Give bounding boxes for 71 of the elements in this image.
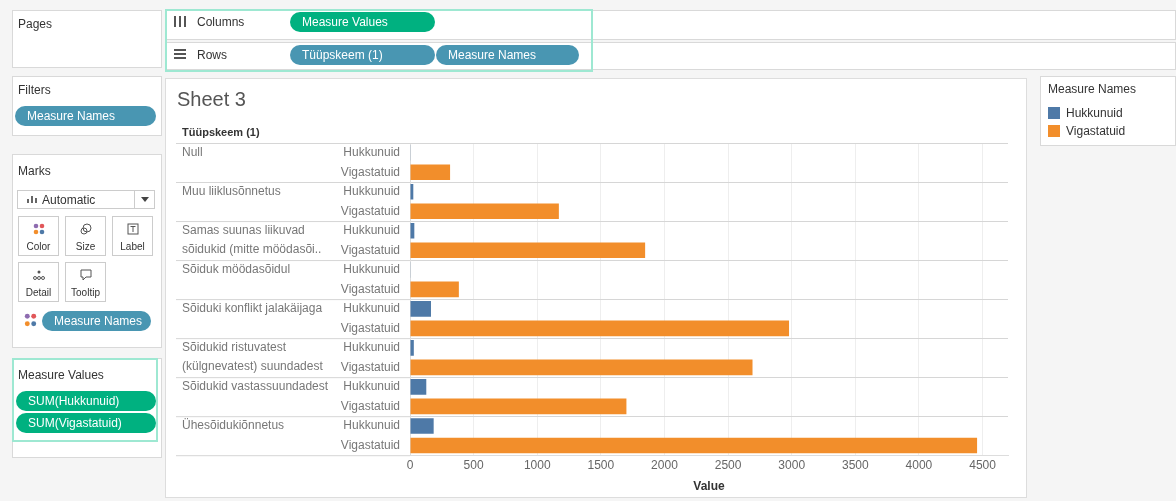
x-tick-label: 3500 — [841, 457, 869, 472]
text: Hukkunuid — [343, 145, 400, 160]
bar — [410, 437, 978, 454]
text: Hukkunuid — [343, 184, 400, 199]
text: Automatic — [42, 193, 96, 207]
text: Sheet 3 — [177, 88, 246, 111]
text: SUM(Hukkunuid) — [16, 391, 156, 411]
y-tick-label: Ühesõidukiõnnetus — [182, 418, 285, 433]
text: Vigastatuid — [340, 242, 400, 257]
text: Vigastatuid — [340, 320, 400, 335]
x-tick-label: 0 — [406, 457, 414, 472]
bar — [410, 359, 753, 376]
text: Vigastatuid — [340, 398, 400, 413]
bar — [410, 164, 451, 181]
y-tick-label: Sõiduki konflikt jalakäijaga — [182, 301, 323, 316]
text: Measure Values — [18, 368, 104, 382]
y-tick-label: Null — [182, 145, 203, 160]
text: Marks — [18, 164, 51, 178]
text: Filters — [18, 83, 51, 97]
bar — [410, 301, 431, 317]
x-tick-label: 1500 — [587, 457, 615, 472]
text: Rows — [197, 48, 228, 62]
x-tick-label: 2500 — [714, 457, 742, 472]
y-tick-label: Muu liiklusõnnetus — [182, 184, 281, 199]
text: Label — [119, 241, 146, 252]
text: Vigastatuid — [340, 203, 400, 218]
y-axis-title: Tüüpskeem (1) — [182, 126, 260, 139]
x-tick-label: 2000 — [651, 457, 679, 472]
bar — [410, 281, 459, 298]
text: Hukkunuid — [343, 301, 400, 316]
bar — [410, 242, 646, 259]
text: Detail — [24, 287, 53, 298]
text: Columns — [197, 15, 245, 29]
text: Measure Names — [436, 45, 579, 65]
text: Vigastatuid — [340, 359, 400, 374]
text: SUM(Vigastatuid) — [16, 413, 156, 433]
y-tick-label: Sõidukid vastassuundadest — [182, 379, 329, 394]
bar — [410, 418, 434, 434]
text: Hukkunuid — [343, 418, 400, 433]
text: Vigastatuid — [340, 281, 400, 296]
x-tick-label: 4500 — [969, 457, 997, 472]
text: Hukkunuid — [343, 340, 400, 355]
text: Tüüpskeem (1) — [290, 45, 435, 65]
text: Size — [74, 241, 97, 252]
x-tick-label: 3000 — [778, 457, 806, 472]
text: Hukkunuid — [343, 262, 400, 277]
y-tick-label: Samas suunas liikuvad sõidukid (mitte möödasõi.. — [182, 223, 322, 257]
y-tick-label: Sõidukid ristuvatest (külgnevatest) suundadest — [182, 340, 324, 374]
x-tick-label: 4000 — [905, 457, 933, 472]
legend-label: Hukkunuid — [1066, 106, 1123, 120]
bar — [410, 379, 427, 395]
text: Vigastatuid — [340, 164, 400, 179]
text: Tooltip — [70, 287, 101, 298]
x-tick-label: 500 — [463, 457, 484, 472]
x-axis-title: Value — [693, 479, 725, 494]
text: Hukkunuid — [343, 379, 400, 394]
y-tick-label: Sõiduk möödasõidul — [182, 262, 291, 277]
bar — [410, 340, 414, 356]
bar — [410, 398, 627, 415]
text: Measure Values — [290, 12, 435, 32]
text: Measure Names — [42, 311, 151, 331]
text: Vigastatuid — [340, 437, 400, 452]
text: Color — [25, 241, 52, 252]
legend-label: Vigastatuid — [1066, 124, 1126, 138]
text: Pages — [18, 17, 53, 31]
text: Hukkunuid — [343, 223, 400, 238]
legend-title: Measure Names — [1048, 82, 1137, 96]
bar — [410, 203, 559, 220]
x-tick-label: 1000 — [523, 457, 551, 472]
text: Measure Names — [15, 106, 156, 126]
bar — [410, 320, 790, 337]
